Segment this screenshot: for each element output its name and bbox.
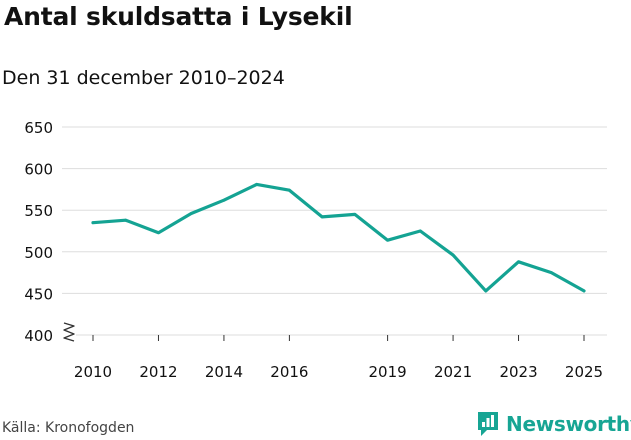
data-point: [157, 231, 160, 235]
chart-subtitle: Den 31 december 2010–2024: [2, 67, 285, 89]
data-point: [288, 188, 291, 192]
newsworthy-logo-icon: [478, 412, 498, 436]
data-point: [124, 218, 128, 222]
x-tick-label: 2021: [434, 363, 472, 381]
x-tick-label: 2010: [74, 363, 112, 381]
x-tick-label: 2023: [499, 363, 537, 381]
grid-lines: [62, 126, 607, 336]
x-axis-ticks: 2010 2012 2014 2016 2019 2021 2023 2025: [74, 335, 603, 381]
data-point: [582, 289, 586, 293]
data-point: [189, 212, 193, 215]
data-point: [484, 289, 488, 293]
axis-break: [63, 322, 75, 342]
source-label: Källa: Kronofogden: [2, 420, 135, 436]
x-tick-label: 2014: [205, 363, 243, 381]
data-point: [418, 229, 422, 233]
series-layer: [91, 182, 586, 293]
y-tick-label: 450: [24, 285, 53, 303]
x-tick-label: 2025: [565, 363, 603, 381]
axis-break-icon: [63, 322, 75, 342]
data-point: [255, 183, 259, 186]
brand-logo[interactable]: Newsworthy: [476, 408, 631, 440]
data-point: [222, 198, 226, 202]
y-tick-label: 650: [24, 119, 53, 137]
x-tick-label: 2019: [369, 363, 407, 381]
data-point: [451, 253, 455, 257]
y-axis-ticks: 400 450 500 550 600 650: [24, 119, 53, 345]
chart-title: Antal skuldsatta i Lysekil: [4, 2, 353, 31]
data-point: [517, 260, 520, 264]
brand-name: Newsworthy: [506, 412, 631, 436]
data-point: [549, 271, 553, 274]
y-tick-label: 400: [24, 327, 53, 345]
data-point: [353, 212, 357, 216]
x-tick-label: 2012: [139, 363, 177, 381]
x-tick-label: 2016: [270, 363, 308, 381]
series-line: [91, 182, 586, 293]
data-point: [386, 238, 389, 242]
data-point: [320, 215, 324, 219]
y-tick-label: 500: [24, 244, 53, 262]
y-tick-label: 600: [24, 161, 53, 179]
y-tick-label: 550: [24, 202, 53, 220]
data-point: [91, 221, 95, 225]
